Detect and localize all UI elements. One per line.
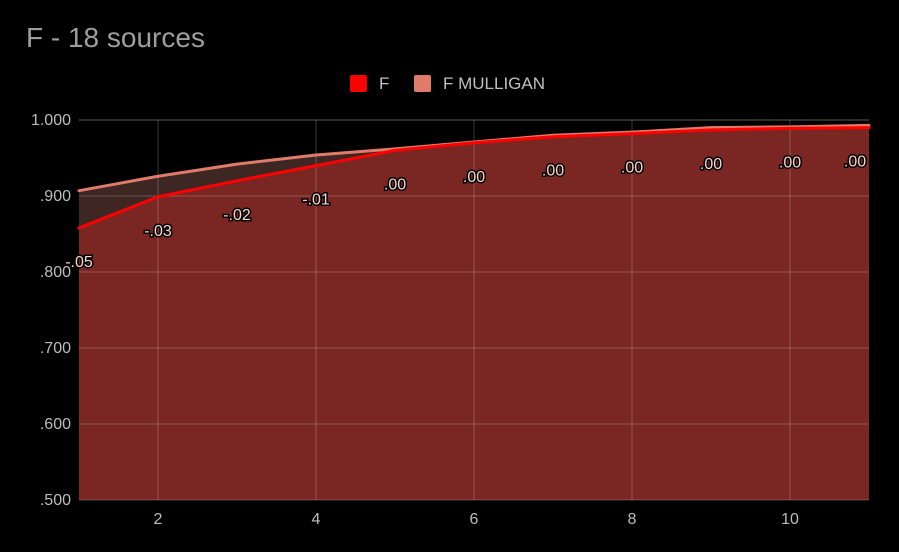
line-f — [77, 126, 871, 230]
series-lines — [77, 123, 871, 230]
y-tick-label: .500 — [40, 492, 71, 509]
data-label: .00 — [542, 163, 564, 180]
x-tick-label: 4 — [312, 511, 321, 528]
x-axis-ticks: 2 4 6 8 10 — [154, 511, 799, 528]
y-tick-label: .900 — [40, 188, 71, 205]
x-tick-label: 10 — [781, 511, 799, 528]
y-tick-label: 1.000 — [31, 112, 71, 129]
area-f — [79, 127, 869, 500]
legend-swatch-f — [350, 75, 367, 92]
legend: F F MULLIGAN — [350, 74, 545, 93]
gridlines — [79, 119, 869, 501]
legend-label-f-mulligan: F MULLIGAN — [443, 74, 545, 93]
x-tick-label: 6 — [470, 511, 479, 528]
y-tick-label: .700 — [40, 340, 71, 357]
y-axis-ticks: .500 .600 .700 .800 .900 1.000 — [31, 112, 71, 509]
x-tick-label: 8 — [628, 511, 637, 528]
data-label: .00 — [700, 156, 722, 173]
y-tick-label: .800 — [40, 264, 71, 281]
x-tick-label: 2 — [154, 511, 163, 528]
legend-label-f: F — [379, 74, 389, 93]
data-label: -.03 — [144, 223, 172, 240]
y-tick-label: .600 — [40, 416, 71, 433]
data-label: .00 — [384, 176, 406, 193]
data-label: .00 — [779, 154, 801, 171]
data-labels: -.05 -.03 -.02 -.01 .00 .00 .00 .00 .00 .00 .00 — [64, 152, 868, 272]
data-label: -.02 — [223, 207, 251, 224]
legend-swatch-f-mulligan — [414, 75, 431, 92]
data-label: .00 — [844, 154, 866, 171]
series-areas — [79, 125, 869, 500]
data-label: .00 — [621, 160, 643, 177]
chart-title: F - 18 sources — [26, 22, 205, 53]
data-label: .00 — [463, 169, 485, 186]
data-label: -.05 — [65, 254, 93, 271]
data-label: -.01 — [302, 192, 330, 209]
